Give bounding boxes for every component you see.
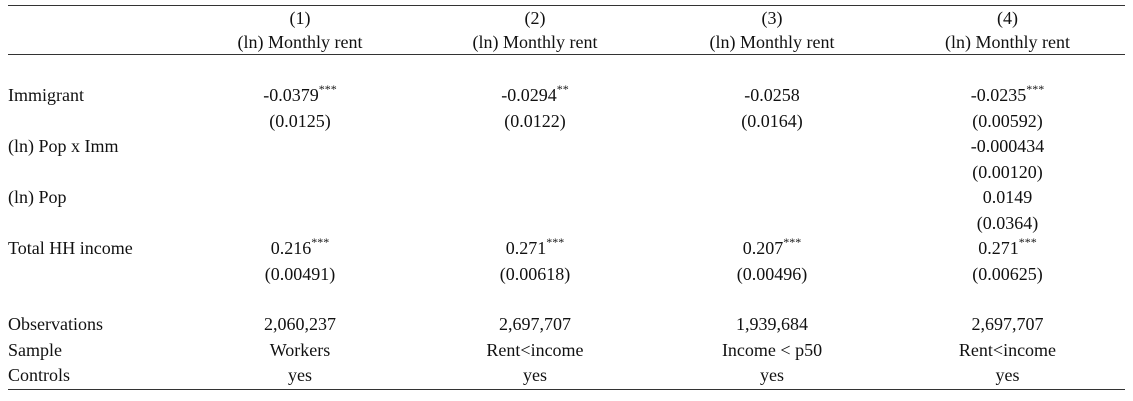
dependent-variable-label: (ln) Monthly rent bbox=[654, 30, 890, 55]
standard-error-cell: (0.0122) bbox=[504, 110, 566, 131]
standard-error-row-pop-x-imm: (0.00120) bbox=[8, 160, 1125, 186]
standard-error-cell bbox=[416, 160, 654, 186]
footer-value: Rent<income bbox=[486, 339, 584, 360]
coefficient-cell: -0.000434 bbox=[890, 134, 1125, 160]
footer-value: 2,060,237 bbox=[264, 314, 336, 334]
footer-row-observations: Observations 2,060,237 2,697,707 1,939,6… bbox=[8, 312, 1125, 338]
significance-stars: *** bbox=[783, 235, 802, 249]
standard-error-cell: (0.00592) bbox=[972, 110, 1043, 131]
coefficient-value: -0.0294 bbox=[501, 85, 557, 105]
coefficient-value: -0.0379 bbox=[263, 85, 319, 105]
significance-stars: ** bbox=[556, 82, 569, 96]
header-stub bbox=[8, 5, 184, 30]
regression-table: (1) (2) (3) (4) (ln) Monthly rent (ln) M… bbox=[8, 5, 1125, 390]
coefficient-cell: -0.0258 bbox=[654, 83, 890, 109]
footer-value: 2,697,707 bbox=[499, 314, 571, 334]
coefficient-cell: 0.216*** bbox=[184, 236, 416, 262]
footer-value: yes bbox=[890, 363, 1125, 390]
coefficient-cell: 0.0149 bbox=[890, 185, 1125, 211]
standard-error-row-pop: (0.0364) bbox=[8, 211, 1125, 237]
standard-error-cell: (0.00618) bbox=[499, 263, 571, 284]
coefficient-row-immigrant: Immigrant -0.0379*** -0.0294** -0.0258 -… bbox=[8, 83, 1125, 109]
standard-error-cell bbox=[654, 211, 890, 237]
significance-stars: *** bbox=[1018, 235, 1037, 249]
standard-error-cell bbox=[654, 160, 890, 186]
footer-label: Observations bbox=[8, 314, 103, 334]
coefficient-row-pop-x-imm: (ln) Pop x Imm -0.000434 bbox=[8, 134, 1125, 160]
standard-error-cell: (0.0164) bbox=[741, 110, 803, 131]
standard-error-cell: (0.00625) bbox=[972, 263, 1043, 284]
standard-error-cell bbox=[416, 211, 654, 237]
variable-label: Total HH income bbox=[8, 238, 133, 258]
column-number: (4) bbox=[890, 5, 1125, 30]
footer-row-controls: Controls yes yes yes yes bbox=[8, 363, 1125, 390]
coefficient-value: -0.0235 bbox=[970, 85, 1027, 105]
coefficient-cell bbox=[416, 185, 654, 211]
footer-value: Income < p50 bbox=[721, 339, 823, 360]
coefficient-cell bbox=[416, 134, 654, 160]
standard-error-cell: (0.0125) bbox=[269, 110, 331, 131]
column-number: (1) bbox=[184, 5, 416, 30]
standard-error-row-immigrant: (0.0125) (0.0122) (0.0164) (0.00592) bbox=[8, 109, 1125, 135]
spacer-row bbox=[8, 287, 1125, 312]
footer-label: Controls bbox=[8, 363, 184, 390]
coefficient-cell bbox=[184, 134, 416, 160]
footer-value: yes bbox=[416, 363, 654, 390]
significance-stars: *** bbox=[318, 82, 337, 96]
footer-label: Sample bbox=[8, 339, 62, 360]
significance-stars: *** bbox=[311, 235, 330, 249]
coefficient-cell: -0.0235*** bbox=[890, 83, 1125, 109]
footer-value: Workers bbox=[269, 339, 331, 360]
coefficient-cell bbox=[184, 185, 416, 211]
coefficient-value: -0.0258 bbox=[744, 85, 800, 105]
variable-label: Immigrant bbox=[8, 85, 84, 105]
footer-value: Rent<income bbox=[958, 339, 1057, 360]
footer-value: 2,697,707 bbox=[971, 314, 1044, 334]
header-depvar-row: (ln) Monthly rent (ln) Monthly rent (ln)… bbox=[8, 30, 1125, 55]
footer-value: 1,939,684 bbox=[736, 314, 808, 334]
coefficient-cell: -0.0379*** bbox=[184, 83, 416, 109]
standard-error-cell bbox=[184, 160, 416, 186]
spacer-row bbox=[8, 55, 1125, 84]
standard-error-cell: (0.00496) bbox=[736, 263, 808, 284]
dependent-variable-label: (ln) Monthly rent bbox=[184, 30, 416, 55]
standard-error-cell: (0.00491) bbox=[264, 263, 336, 284]
standard-error-cell: (0.0364) bbox=[976, 212, 1039, 233]
coefficient-value: 0.216 bbox=[270, 238, 312, 258]
footer-value: yes bbox=[184, 363, 416, 390]
coefficient-cell: 0.271*** bbox=[890, 236, 1125, 262]
variable-label: (ln) Pop bbox=[8, 187, 67, 207]
coefficient-row-total-hh-income: Total HH income 0.216*** 0.271*** 0.207*… bbox=[8, 236, 1125, 262]
header-number-row: (1) (2) (3) (4) bbox=[8, 5, 1125, 30]
coefficient-value: 0.207 bbox=[742, 238, 784, 258]
coefficient-value: 0.0149 bbox=[982, 187, 1033, 207]
coefficient-value: -0.000434 bbox=[970, 136, 1045, 156]
coefficient-cell bbox=[654, 185, 890, 211]
column-number: (2) bbox=[416, 5, 654, 30]
coefficient-row-pop: (ln) Pop 0.0149 bbox=[8, 185, 1125, 211]
footer-row-sample: Sample Workers Rent<income Income < p50 … bbox=[8, 338, 1125, 364]
dependent-variable-label: (ln) Monthly rent bbox=[890, 30, 1125, 55]
coefficient-value: 0.271 bbox=[978, 238, 1019, 258]
standard-error-cell bbox=[184, 211, 416, 237]
dependent-variable-label: (ln) Monthly rent bbox=[416, 30, 654, 55]
coefficient-value: 0.271 bbox=[505, 238, 547, 258]
coefficient-cell bbox=[654, 134, 890, 160]
footer-value: yes bbox=[654, 363, 890, 390]
standard-error-row-total-hh-income: (0.00491) (0.00618) (0.00496) (0.00625) bbox=[8, 262, 1125, 288]
standard-error-cell: (0.00120) bbox=[972, 161, 1043, 182]
variable-label: (ln) Pop x Imm bbox=[8, 136, 119, 156]
coefficient-cell: -0.0294** bbox=[416, 83, 654, 109]
column-number: (3) bbox=[654, 5, 890, 30]
coefficient-cell: 0.207*** bbox=[654, 236, 890, 262]
significance-stars: *** bbox=[1026, 82, 1045, 96]
coefficient-cell: 0.271*** bbox=[416, 236, 654, 262]
significance-stars: *** bbox=[546, 235, 565, 249]
header-stub bbox=[8, 30, 184, 55]
